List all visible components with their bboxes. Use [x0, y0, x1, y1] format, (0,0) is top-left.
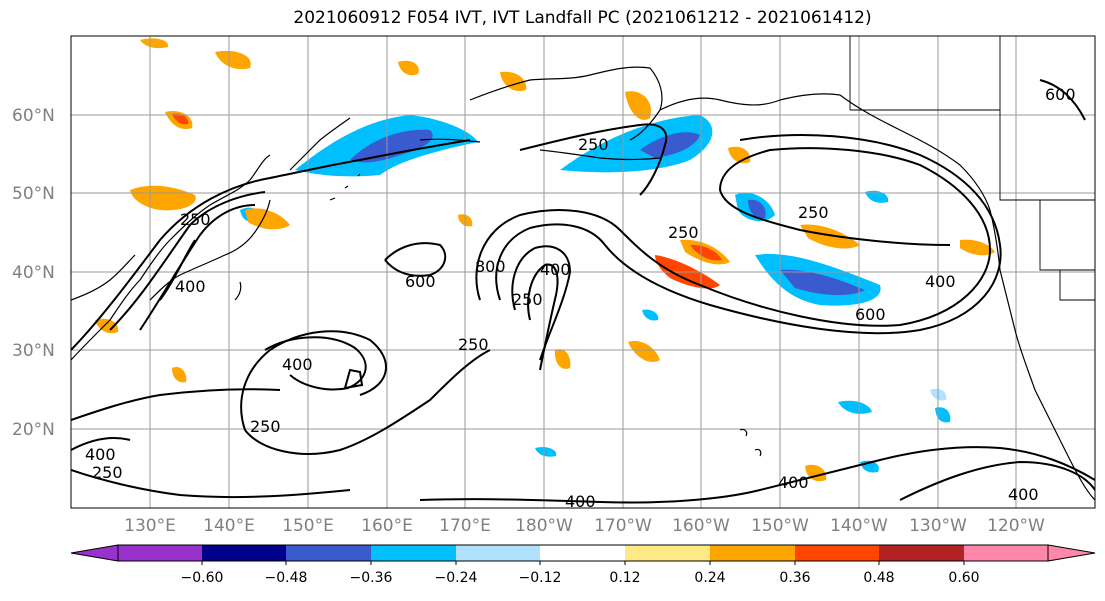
- colorbar-tick-label: 0.12: [609, 570, 640, 586]
- negative-anomaly-patch: [838, 400, 872, 414]
- lon-label: 150°W: [751, 516, 809, 536]
- colorbar-segment: [879, 545, 964, 561]
- negative-anomaly-patch: [748, 199, 766, 219]
- positive-anomaly-patch: [625, 91, 651, 120]
- graticule: [71, 36, 1095, 508]
- colorbar-segment: [710, 545, 795, 561]
- colorbar-segment: [371, 545, 456, 561]
- colorbar-tick-label: −0.48: [265, 570, 308, 586]
- map-frame: [70, 35, 1096, 509]
- colorbar-segment: [964, 545, 1048, 561]
- positive-anomaly-patch: [500, 71, 527, 92]
- lon-label: 140°E: [203, 516, 255, 536]
- negative-anomaly-patch: [865, 190, 889, 203]
- colorbar-tick-label: −0.12: [519, 570, 562, 586]
- longitude-labels: 130°E 140°E 150°E 160°E 170°E 180°W 170°…: [124, 516, 1045, 536]
- positive-anomaly-patch: [215, 50, 251, 70]
- colorbar-segment: [795, 545, 879, 561]
- colorbar-segment: [456, 545, 540, 561]
- colorbar-segment: [540, 545, 625, 561]
- contour-label: 400: [282, 355, 313, 374]
- colorbar-segment: [625, 545, 710, 561]
- lon-label: 120°W: [987, 516, 1045, 536]
- positive-anomaly-patch: [690, 244, 722, 261]
- colorbar-segment: [202, 545, 286, 561]
- positive-anomaly-patch: [95, 318, 119, 334]
- lon-label: 170°W: [594, 516, 652, 536]
- positive-anomaly-patch: [130, 185, 196, 211]
- colorbar-tick-label: −0.60: [181, 570, 224, 586]
- colorbar-tick-label: 0.48: [863, 570, 894, 586]
- negative-anomaly-patch: [640, 132, 700, 158]
- colorbar-segment: [286, 545, 371, 561]
- contour-label: 600: [405, 272, 436, 291]
- map-title: 2021060912 F054 IVT, IVT Landfall PC (20…: [293, 8, 872, 28]
- lon-label: 160°W: [672, 516, 730, 536]
- lon-label: 180°W: [515, 516, 573, 536]
- contour-label: 800: [475, 257, 506, 276]
- positive-anomaly-patch: [628, 340, 660, 362]
- colorbar-segment: [118, 545, 202, 561]
- colorbar-frame: [117, 544, 1049, 562]
- contour-label: 400: [85, 445, 116, 464]
- colorbar-tick-label: −0.36: [350, 570, 393, 586]
- positive-anomaly-patch: [172, 113, 189, 125]
- colorbar: −0.60 −0.48 −0.36 −0.24 −0.12 0.12 0.24 0.36 0.4…: [70, 544, 1096, 586]
- contour-label: 250: [578, 135, 609, 154]
- lat-label: 60°N: [12, 106, 55, 126]
- contour-label: 400: [1008, 485, 1039, 504]
- lat-label: 20°N: [12, 420, 55, 440]
- positive-anomaly-patch: [960, 239, 995, 256]
- positive-anomaly-patch: [554, 349, 571, 369]
- positive-anomaly-patch: [800, 224, 860, 249]
- latitude-labels: 60°N 50°N 40°N 30°N 20°N: [12, 106, 55, 440]
- negative-anomaly-patch: [780, 269, 865, 296]
- colorbar-tick-label: −0.24: [435, 570, 478, 586]
- colorbar-tick-label: 0.36: [779, 570, 810, 586]
- lon-label: 150°E: [282, 516, 334, 536]
- contour-label: 250: [512, 290, 543, 309]
- lat-label: 40°N: [12, 263, 55, 283]
- lon-label: 130°E: [124, 516, 176, 536]
- positive-anomaly-patch: [172, 366, 187, 383]
- lat-label: 30°N: [12, 341, 55, 361]
- political-boundaries: [849, 36, 1095, 301]
- colorbar-tick-label: 0.60: [948, 570, 979, 586]
- lon-label: 130°W: [909, 516, 967, 536]
- contour-label: 400: [175, 277, 206, 296]
- lon-label: 140°W: [830, 516, 888, 536]
- positive-anomaly-patch: [140, 38, 169, 49]
- positive-anomaly-patch: [245, 208, 290, 230]
- lon-label: 160°E: [361, 516, 413, 536]
- lat-label: 50°N: [12, 184, 55, 204]
- coastlines: [71, 66, 1095, 501]
- lon-label: 170°E: [439, 516, 491, 536]
- contour-label: 400: [778, 473, 809, 492]
- colorbar-tick-label: 0.24: [694, 570, 725, 586]
- positive-anomaly-patch: [398, 60, 419, 76]
- contour-label: 600: [855, 305, 886, 324]
- colorbar-right-arrow: [1047, 544, 1096, 562]
- colorbar-left-arrow: [70, 544, 119, 562]
- negative-anomaly-patch: [350, 129, 433, 163]
- contour-label: 250: [250, 417, 281, 436]
- contour-label: 250: [668, 223, 699, 242]
- contour-label: 250: [92, 463, 123, 482]
- ivt-shading: [95, 38, 995, 482]
- negative-anomaly-patch: [535, 447, 557, 457]
- contour-label: 250: [458, 335, 489, 354]
- contour-label: 250: [798, 203, 829, 222]
- negative-anomaly-patch: [642, 309, 659, 321]
- ivt-contours: [71, 79, 1095, 504]
- contour-label: 600: [1045, 85, 1076, 104]
- negative-anomaly-patch: [935, 407, 951, 423]
- contour-label: 400: [565, 492, 596, 511]
- contour-labels: 250 400 600 800 400 250 250 400 250 400 …: [85, 85, 1076, 511]
- contour-label: 400: [540, 260, 571, 279]
- contour-label: 250: [180, 210, 211, 229]
- contour-label: 400: [925, 272, 956, 291]
